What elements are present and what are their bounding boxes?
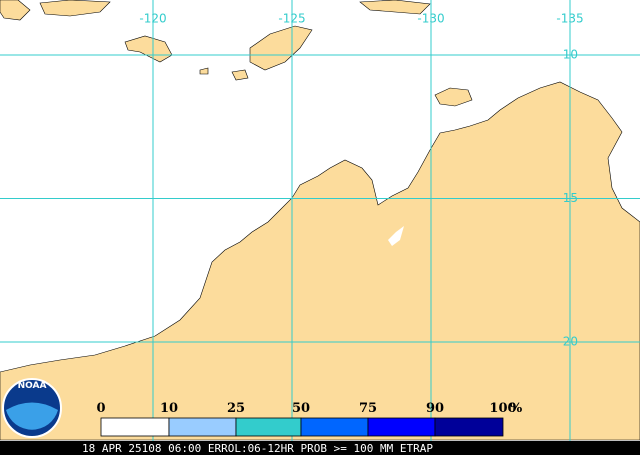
legend-swatch [367, 417, 436, 437]
island [359, 0, 431, 15]
legend-swatch [235, 417, 302, 437]
land [0, 0, 640, 441]
legend-swatch [300, 417, 369, 437]
island [199, 67, 209, 75]
legend-tick: 0 [96, 401, 105, 416]
legend-tick: 90 [426, 401, 444, 416]
noaa-logo: NOAA [2, 378, 62, 438]
legend-tick: 25 [227, 401, 245, 416]
island [249, 25, 313, 71]
lon-label: -130 [417, 12, 444, 26]
legend-tick: 100 [489, 401, 516, 416]
logo-text: NOAA [18, 381, 47, 391]
caption-bar [0, 441, 640, 455]
lon-label: -135 [556, 12, 583, 26]
island [0, 0, 31, 21]
legend: 0 10 25 50 75 90 100% [96, 401, 523, 437]
lat-label: -20 [558, 335, 578, 349]
legend-swatch [100, 417, 170, 437]
legend-swatch [434, 417, 504, 437]
legend-swatch [168, 417, 237, 437]
legend-tick: 10 [160, 401, 178, 416]
legend-tick: 50 [292, 401, 310, 416]
caption: 18 APR 25108 06:00 ERROL:06-12HR PROB >=… [82, 442, 433, 455]
island [231, 69, 249, 81]
lat-label: -15 [558, 191, 578, 205]
lon-label: -120 [139, 12, 166, 26]
lon-label: -125 [278, 12, 305, 26]
graticule: -120 -125 -130 -135 -10 -15 -20 [0, 0, 640, 441]
australia [0, 81, 640, 441]
island [39, 0, 111, 17]
legend-tick: 75 [359, 401, 377, 416]
legend-unit: % [510, 401, 523, 416]
lake [388, 226, 404, 246]
lat-label: -10 [558, 48, 578, 62]
island [434, 87, 473, 107]
